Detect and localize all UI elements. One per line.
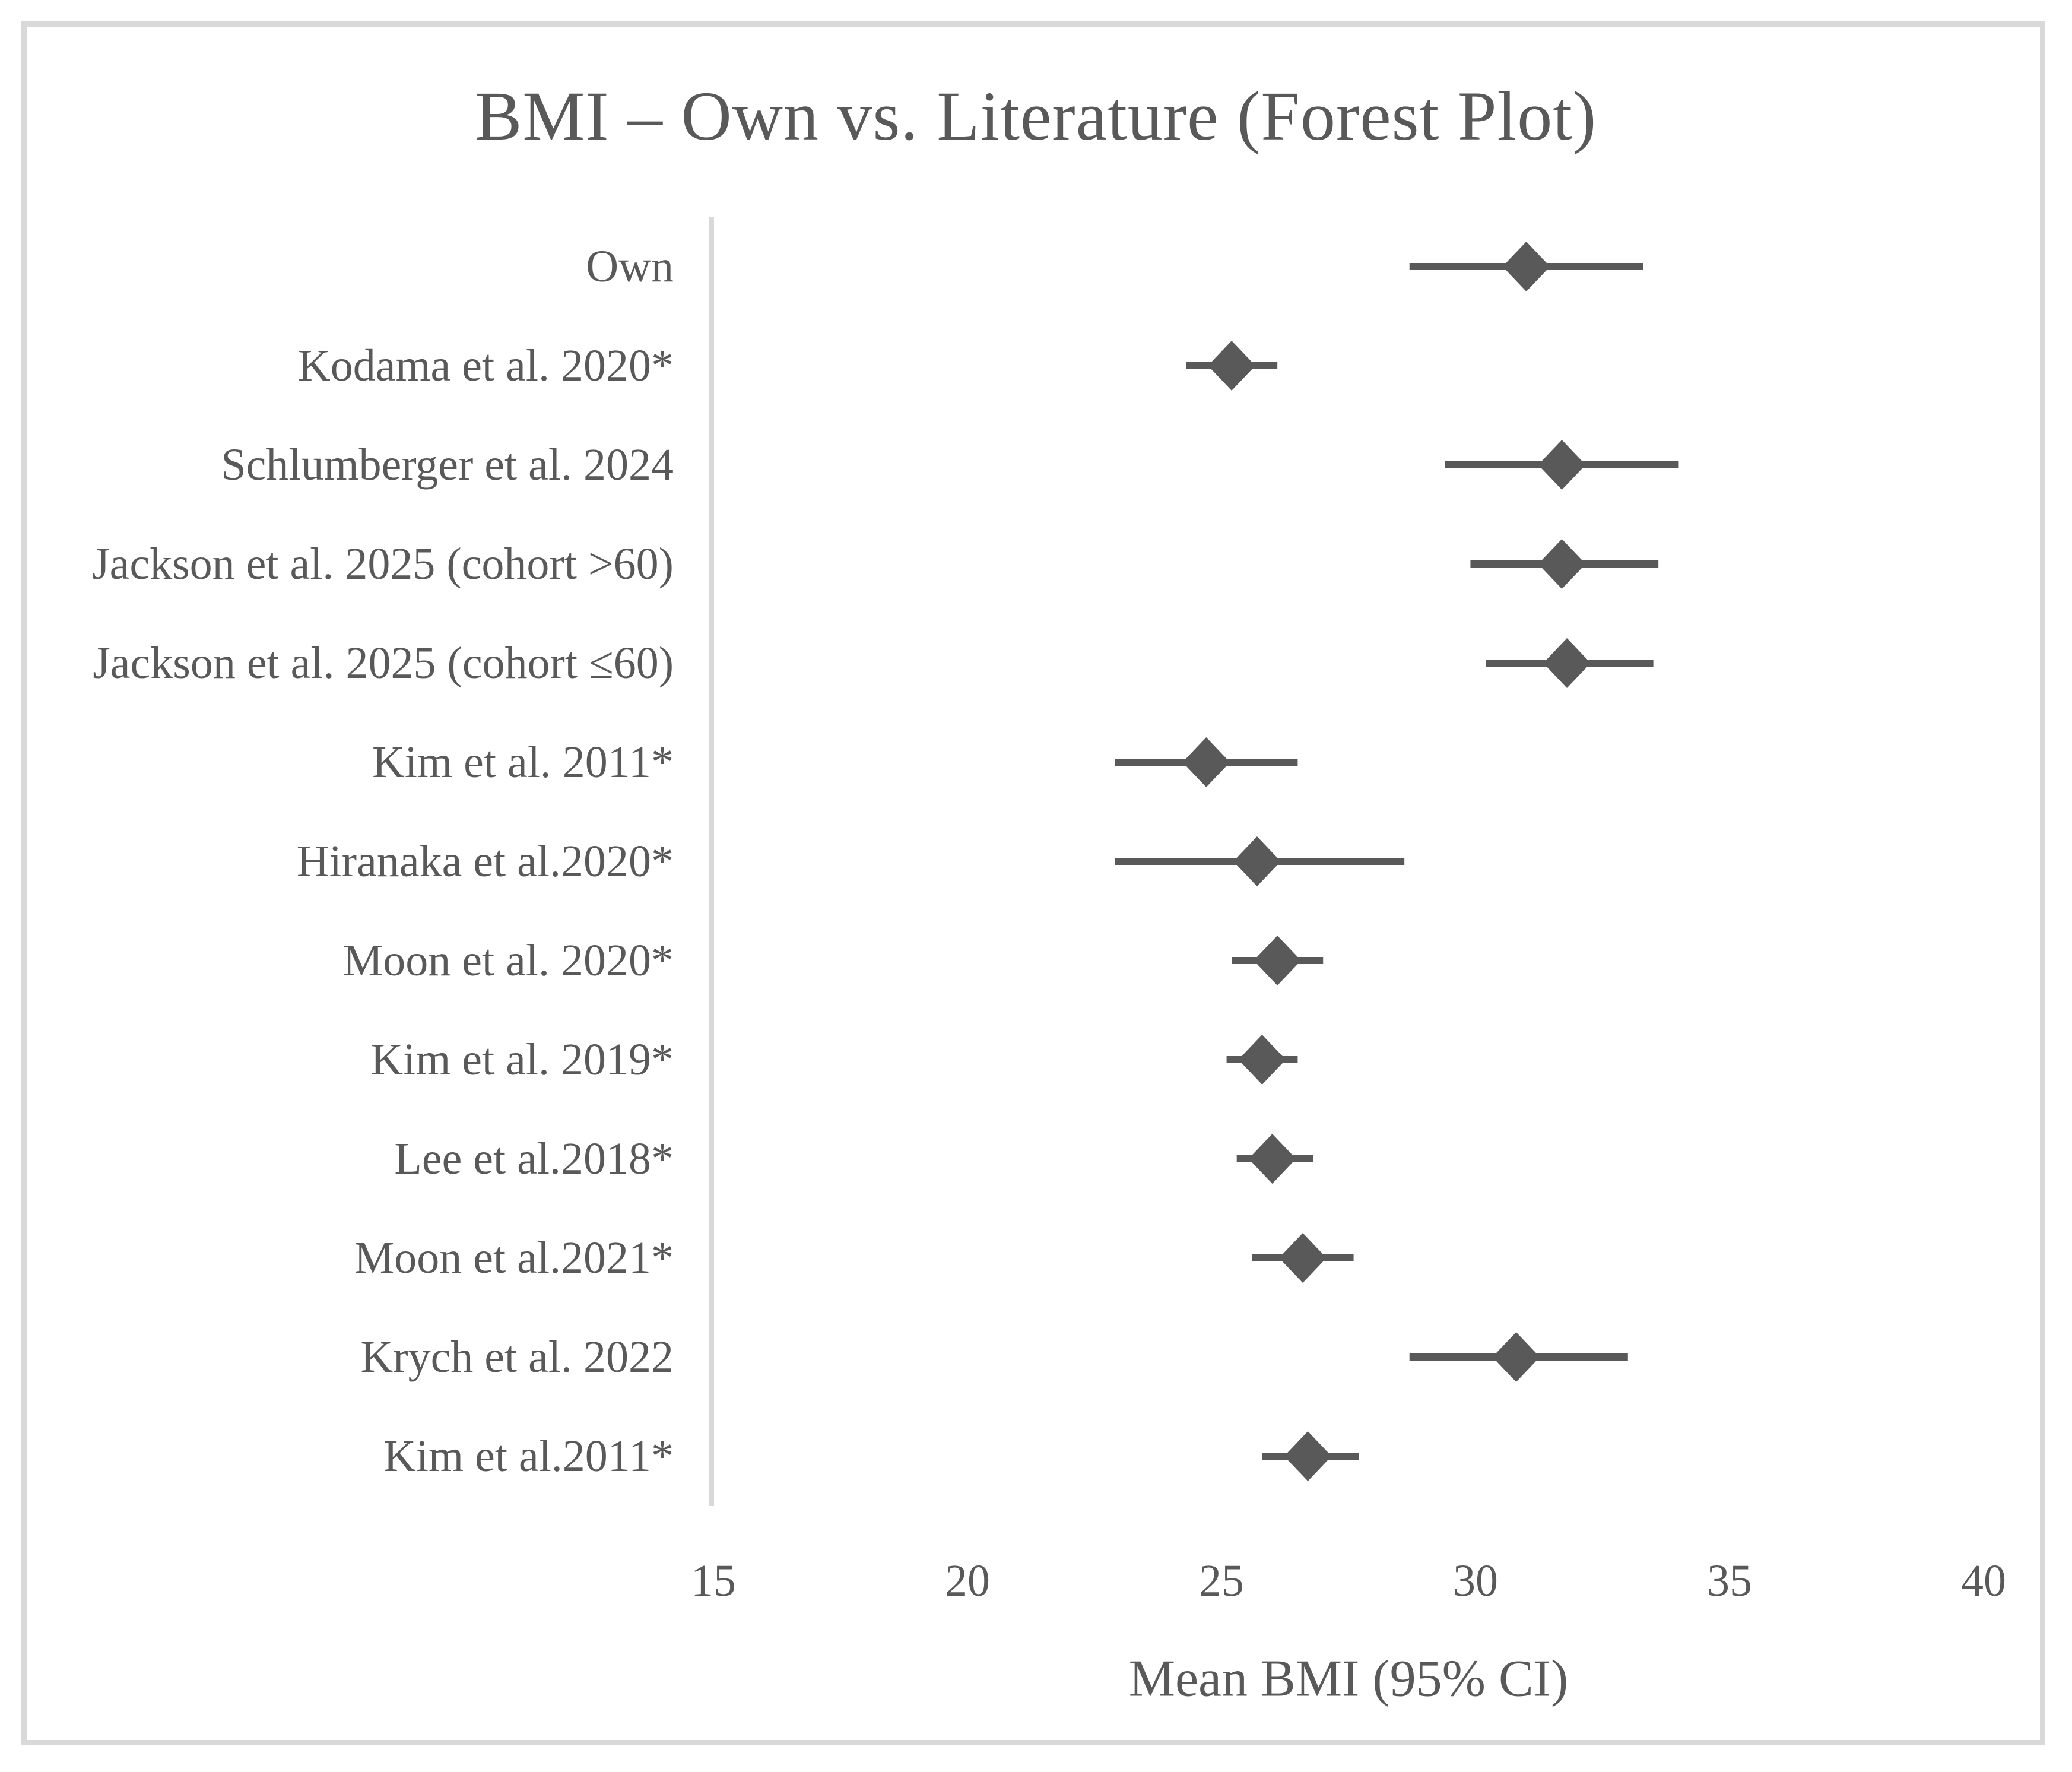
study-label: Kim et al. 2011*	[372, 737, 674, 787]
mean-diamond	[1182, 737, 1230, 787]
study-label: Kim et al. 2019*	[370, 1035, 674, 1085]
x-axis-title: Mean BMI (95% CI)	[1129, 1650, 1569, 1708]
study-label: Moon et al.2021*	[354, 1233, 674, 1283]
study-label: Krych et al. 2022	[360, 1332, 674, 1382]
chart-border	[21, 21, 2045, 1745]
mean-diamond	[1254, 936, 1302, 985]
study-label: Kodama et al. 2020*	[298, 341, 674, 391]
mean-diamond	[1278, 1233, 1327, 1283]
x-tick-label: 30	[1453, 1556, 1498, 1606]
mean-diamond	[1538, 539, 1586, 589]
study-label: Schlumberger et al. 2024	[221, 440, 674, 490]
mean-diamond	[1538, 440, 1586, 490]
study-label: Lee et al.2018*	[394, 1134, 674, 1184]
mean-diamond	[1284, 1431, 1332, 1481]
x-tick-label: 35	[1707, 1556, 1752, 1606]
y-axis-line	[709, 217, 714, 1506]
mean-diamond	[1502, 242, 1550, 291]
mean-diamond	[1248, 1134, 1296, 1184]
study-label: Kim et al.2011*	[383, 1431, 674, 1481]
x-tick-label: 15	[691, 1556, 736, 1606]
mean-diamond	[1543, 638, 1591, 688]
study-label: Jackson et al. 2025 (cohort ≤60)	[93, 638, 674, 688]
mean-diamond	[1238, 1035, 1286, 1085]
x-tick-label: 20	[945, 1556, 990, 1606]
chart-title: BMI – Own vs. Literature (Forest Plot)	[475, 77, 1597, 155]
study-label: Own	[586, 242, 674, 291]
mean-diamond	[1492, 1332, 1540, 1382]
study-label: Hiranaka et al.2020*	[297, 836, 674, 886]
x-tick-label: 40	[1961, 1556, 2006, 1606]
x-tick-label: 25	[1199, 1556, 1244, 1606]
mean-diamond	[1208, 341, 1256, 391]
study-label: Jackson et al. 2025 (cohort >60)	[92, 539, 674, 589]
study-label: Moon et al. 2020*	[343, 936, 674, 985]
mean-diamond	[1233, 836, 1281, 886]
